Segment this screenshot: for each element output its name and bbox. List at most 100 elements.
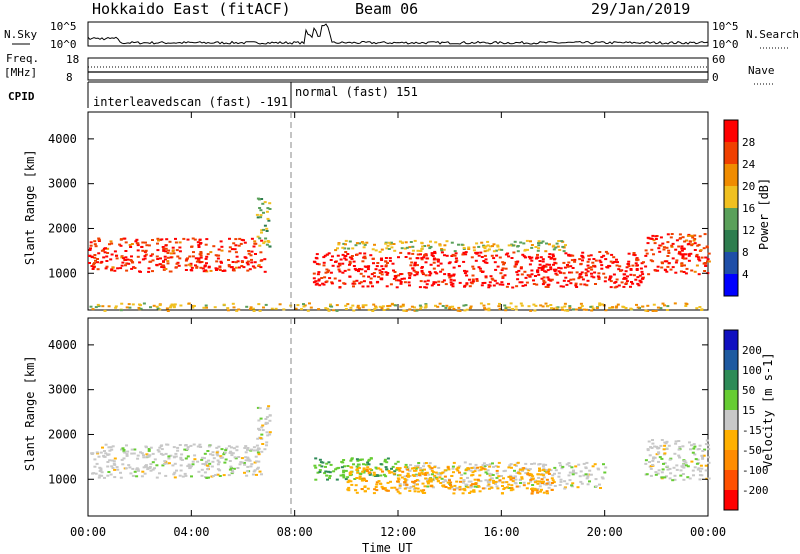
echo-cell	[255, 473, 258, 476]
echo-cell	[327, 470, 330, 473]
echo-cell	[265, 243, 269, 246]
echo-cell	[172, 252, 176, 255]
echo-cell	[450, 475, 454, 477]
echo-cell	[433, 476, 437, 479]
echo-cell	[174, 237, 177, 240]
echo-cell	[436, 473, 440, 476]
echo-cell	[100, 249, 104, 252]
echo-cell	[219, 455, 223, 458]
echo-cell	[205, 255, 209, 258]
echo-cell	[660, 457, 664, 460]
echo-cell	[580, 276, 584, 279]
echo-cell	[159, 452, 163, 455]
echo-cell	[531, 477, 535, 480]
echo-cell	[473, 478, 477, 481]
echo-region	[89, 302, 704, 312]
echo-cell	[482, 244, 486, 247]
echo-cell	[519, 241, 523, 244]
echo-cell	[439, 270, 443, 273]
echo-cell	[330, 282, 334, 285]
echo-cell	[649, 465, 653, 468]
echo-cell	[615, 264, 619, 267]
echo-cell	[519, 267, 523, 270]
echo-cell	[89, 305, 93, 308]
echo-cell	[256, 466, 260, 469]
echo-cell	[497, 305, 501, 308]
echo-cell	[268, 419, 272, 422]
echo-cell	[212, 457, 216, 460]
echo-cell	[367, 265, 371, 268]
echo-cell	[495, 485, 499, 488]
colorbar-frame	[723, 119, 739, 297]
echo-cell	[392, 472, 396, 475]
echo-cell	[243, 463, 247, 466]
echo-cell	[487, 483, 491, 486]
echo-cell	[259, 216, 263, 219]
echo-cell	[438, 472, 442, 475]
echo-cell	[130, 448, 134, 451]
echo-cell	[383, 487, 387, 490]
echo-cell	[349, 466, 353, 469]
echo-cell	[598, 251, 602, 253]
echo-cell	[398, 474, 402, 477]
echo-cell	[174, 266, 178, 269]
echo-cell	[531, 484, 535, 486]
echo-cell	[384, 260, 388, 263]
echo-cell	[590, 309, 594, 312]
echo-cell	[252, 449, 256, 452]
echo-cell	[541, 465, 545, 468]
echo-cell	[422, 256, 426, 259]
echo-cell	[128, 244, 132, 246]
echo-cell	[232, 268, 236, 271]
echo-cell	[218, 266, 222, 269]
echo-cell	[470, 282, 474, 285]
echo-cell	[123, 237, 127, 240]
echo-cell	[458, 488, 462, 491]
echo-cell	[541, 240, 545, 243]
echo-cell	[207, 459, 211, 462]
echo-cell	[211, 460, 215, 463]
echo-cell	[260, 426, 264, 429]
echo-cell	[477, 469, 481, 472]
echo-cell	[681, 473, 685, 475]
echo-cell	[405, 246, 409, 249]
echo-cell	[509, 489, 513, 492]
echo-cell	[520, 476, 524, 479]
echo-cell	[251, 473, 255, 476]
echo-cell	[180, 453, 184, 456]
colorbar-swatch	[724, 490, 738, 511]
echo-cell	[438, 473, 442, 476]
echo-cell	[344, 304, 348, 307]
echo-cell	[392, 277, 396, 280]
echo-cell	[93, 262, 96, 265]
x-tick-label: 12:00	[380, 525, 416, 539]
echo-cell	[636, 306, 640, 309]
echo-cell	[670, 245, 674, 248]
echo-cell	[590, 272, 593, 275]
echo-cell	[142, 466, 146, 469]
echo-cell	[335, 304, 339, 307]
echo-cell	[666, 305, 670, 308]
echo-cell	[520, 281, 524, 284]
echo-cell	[353, 478, 357, 480]
echo-cell	[351, 247, 355, 250]
echo-cell	[384, 264, 388, 267]
echo-cell	[466, 476, 469, 479]
echo-cell	[649, 474, 653, 477]
echo-cell	[196, 445, 200, 448]
echo-cell	[537, 247, 540, 250]
echo-cell	[380, 257, 383, 260]
echo-cell	[436, 305, 440, 308]
echo-cell	[688, 477, 692, 480]
echo-cell	[597, 276, 601, 279]
echo-cell	[587, 267, 591, 270]
echo-cell	[232, 447, 236, 450]
echo-cell	[551, 479, 555, 482]
echo-cell	[498, 302, 501, 305]
echo-cell	[644, 462, 648, 465]
echo-cell	[145, 244, 149, 247]
echo-cell	[669, 472, 673, 475]
echo-cell	[567, 462, 571, 465]
echo-cell	[704, 443, 708, 446]
echo-cell	[384, 466, 388, 469]
